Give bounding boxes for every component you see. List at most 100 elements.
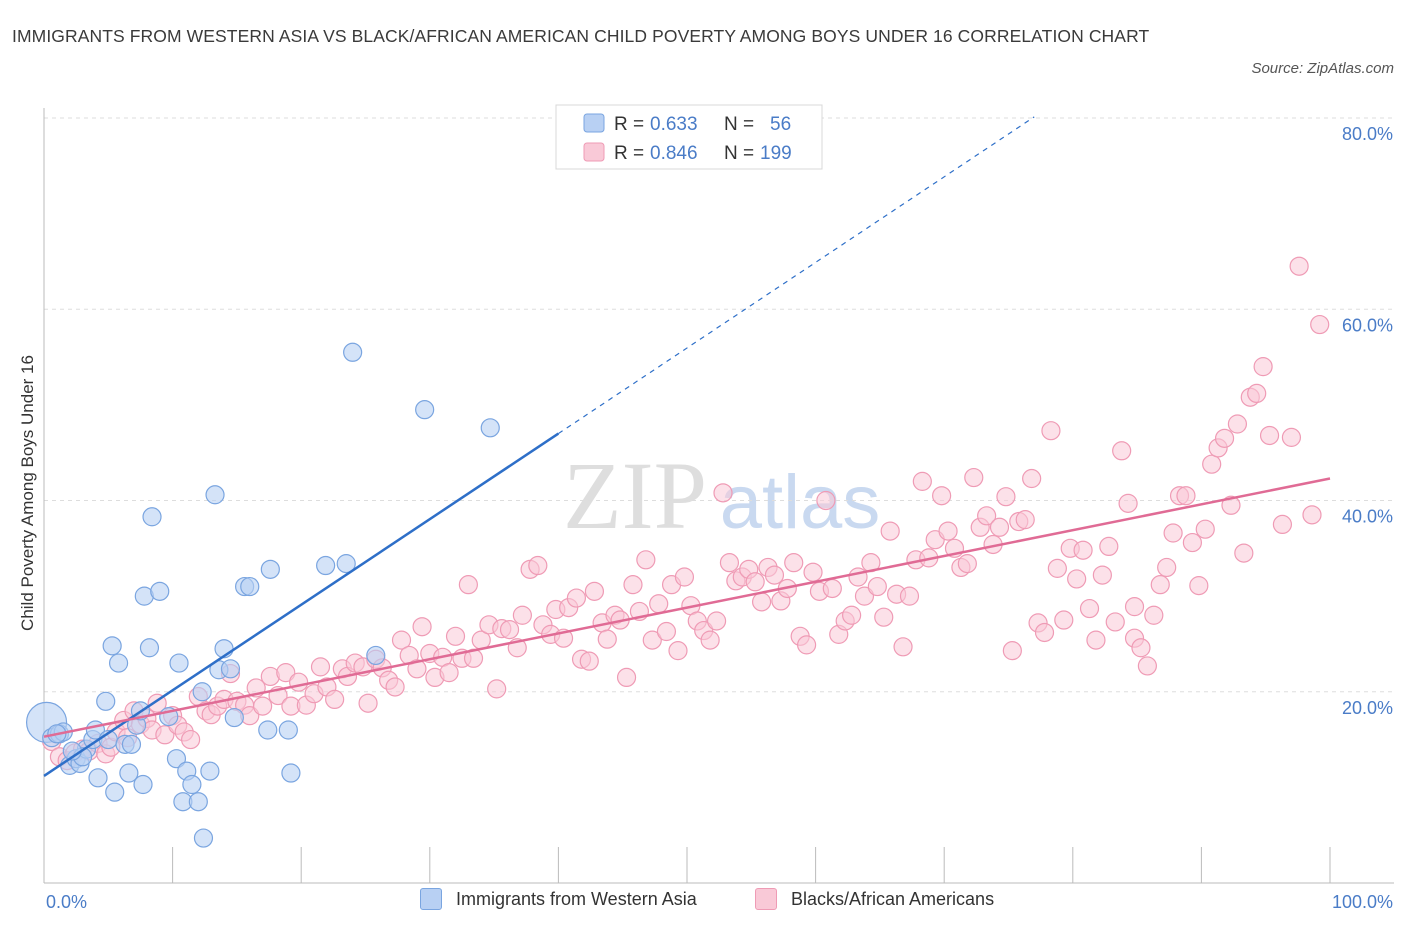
data-point-western-asia — [150, 581, 170, 601]
legend-top: R = 0.633 N = 56 R = 0.846 N = 199 — [555, 104, 823, 170]
data-point-western-asia — [366, 645, 386, 666]
data-point-western-asia — [121, 734, 142, 754]
data-point-western-asia — [142, 507, 162, 527]
legend-label-black-african-american: Blacks/African Americans — [791, 888, 995, 909]
data-point-black-african-american — [566, 588, 587, 608]
data-point-black-african-american — [989, 517, 1010, 537]
data-point-black-african-american — [1234, 543, 1254, 563]
data-point-black-african-american — [1163, 523, 1183, 543]
data-point-western-asia — [192, 682, 212, 702]
trend-lines — [43, 116, 1331, 777]
data-point-western-asia — [205, 485, 225, 505]
legend-blue-swatch — [583, 113, 605, 133]
data-point-black-african-american — [597, 629, 617, 649]
data-point-black-african-american — [784, 553, 804, 573]
data-point-black-african-american — [642, 630, 662, 650]
legend-bottom: Immigrants from Western Asia Blacks/Afri… — [0, 888, 1406, 916]
data-point-black-african-american — [1118, 493, 1138, 513]
data-point-black-african-american — [155, 725, 175, 745]
data-point-black-african-american — [1144, 605, 1164, 625]
data-point-black-african-american — [1221, 495, 1241, 515]
data-point-black-african-american — [1253, 357, 1273, 377]
data-point-black-african-american — [854, 586, 875, 606]
data-point-black-african-american — [932, 486, 952, 506]
data-point-black-african-american — [1202, 454, 1222, 474]
data-point-black-african-american — [1247, 383, 1267, 403]
data-point-black-african-american — [391, 630, 412, 650]
data-point-black-african-american — [1131, 638, 1151, 658]
data-point-black-african-american — [719, 553, 740, 573]
data-point-black-african-american — [1137, 656, 1157, 676]
data-point-black-african-american — [512, 605, 532, 625]
data-point-black-african-american — [1073, 540, 1093, 560]
source-label: Source: ZipAtlas.com — [1251, 60, 1394, 77]
data-point-black-african-american — [1041, 421, 1061, 441]
data-point-black-african-american — [938, 521, 958, 541]
data-point-black-african-american — [1047, 558, 1067, 578]
data-point-western-asia — [119, 763, 139, 783]
data-point-black-african-american — [977, 506, 997, 526]
data-point-black-african-american — [1099, 536, 1119, 557]
legend-pink-n-value: 199 — [760, 143, 792, 164]
data-point-black-african-american — [1105, 612, 1125, 632]
data-point-black-african-american — [751, 592, 772, 612]
trend-line-western-asia — [43, 432, 560, 777]
y-tick-label: 20.0% — [1342, 698, 1393, 718]
data-point-black-african-american — [706, 611, 727, 631]
data-point-black-african-american — [1086, 630, 1106, 650]
data-point-black-african-american — [1157, 557, 1177, 578]
legend-swatch-pink — [755, 888, 777, 910]
data-point-black-african-american — [289, 672, 309, 692]
data-point-western-asia — [336, 554, 356, 574]
series-immigrants-western-asia — [25, 342, 500, 848]
data-point-black-african-american — [439, 663, 459, 683]
data-point-black-african-american — [407, 659, 427, 679]
data-point-black-african-american — [1034, 622, 1055, 643]
grid — [44, 117, 1394, 693]
watermark-atlas: atlas — [720, 460, 881, 545]
data-point-black-african-american — [764, 565, 785, 585]
data-point-black-african-american — [458, 575, 478, 595]
data-point-western-asia — [105, 782, 125, 802]
data-point-black-african-american — [649, 594, 669, 614]
y-tick-label: 40.0% — [1342, 507, 1393, 527]
watermark: ZIP atlas — [563, 442, 880, 549]
data-point-black-african-american — [1310, 314, 1330, 335]
data-point-western-asia — [240, 576, 260, 597]
data-point-black-african-american — [674, 567, 695, 587]
data-point-western-asia — [200, 761, 220, 781]
data-point-western-asia — [220, 659, 241, 679]
data-point-black-african-american — [1182, 532, 1202, 553]
data-point-black-african-american — [1176, 486, 1196, 506]
data-point-black-african-american — [499, 619, 520, 640]
data-point-black-african-american — [874, 607, 894, 627]
data-point-black-african-american — [1002, 641, 1022, 661]
data-point-black-african-american — [745, 572, 765, 592]
data-point-black-african-american — [310, 657, 331, 677]
y-tick-label: 80.0% — [1342, 124, 1393, 144]
legend-item-black-african-american: Blacks/African Americans — [755, 888, 994, 910]
data-point-black-african-american — [1259, 425, 1280, 446]
data-point-black-african-american — [668, 641, 688, 661]
data-point-western-asia — [88, 768, 108, 788]
data-point-black-african-american — [842, 605, 862, 625]
data-point-black-african-american — [528, 555, 548, 576]
legend-blue-r-label: R = — [614, 114, 644, 135]
data-point-western-asia — [108, 653, 129, 673]
chart-title: IMMIGRANTS FROM WESTERN ASIA VS BLACK/AF… — [12, 26, 1150, 46]
legend-pink-r-value: 0.846 — [650, 143, 698, 164]
legend-swatch-blue — [420, 888, 442, 910]
data-point-western-asia — [102, 636, 122, 656]
data-point-black-african-american — [1289, 256, 1309, 276]
legend-label-western-asia: Immigrants from Western Asia — [456, 888, 697, 909]
legend-pink-r-label: R = — [614, 143, 644, 164]
data-point-black-african-american — [358, 693, 378, 713]
data-point-black-african-american — [957, 554, 977, 574]
legend-pink-n-label: N = — [724, 143, 754, 164]
data-point-black-african-american — [713, 483, 733, 503]
data-point-black-african-american — [253, 696, 273, 716]
data-point-black-african-american — [912, 471, 932, 491]
axes — [43, 108, 1394, 884]
data-point-black-african-american — [700, 630, 720, 650]
data-point-black-african-american — [1195, 519, 1215, 539]
